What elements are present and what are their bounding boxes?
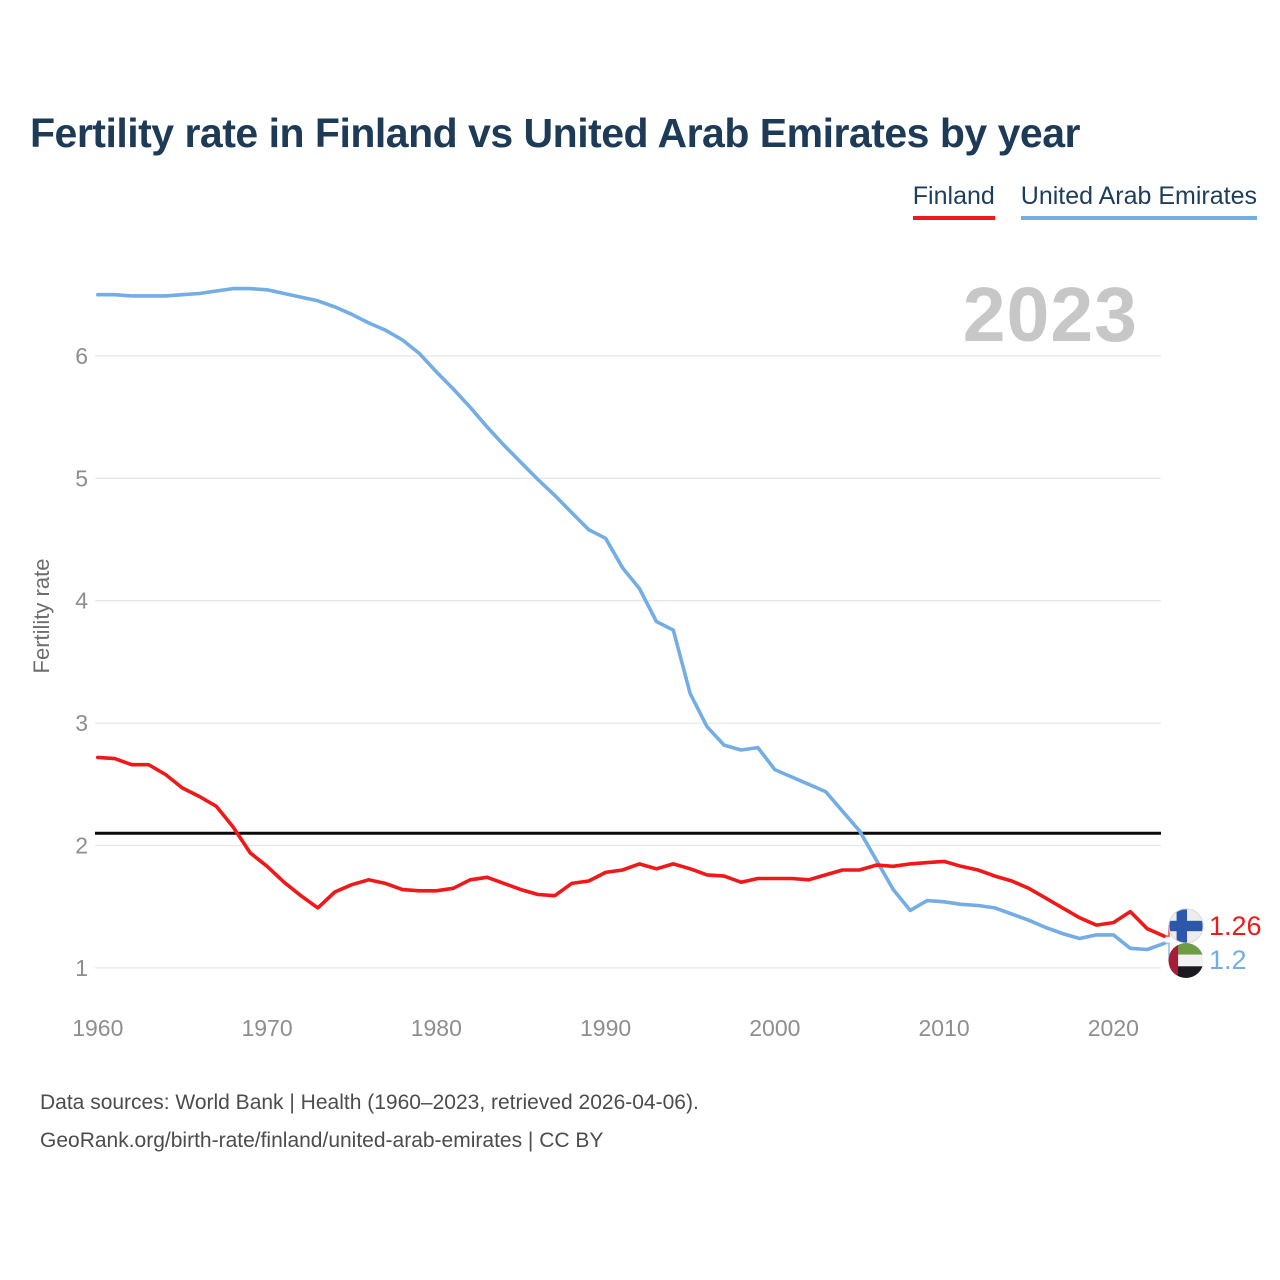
finland-flag-icon (1168, 908, 1204, 944)
attribution-line: GeoRank.org/birth-rate/finland/united-ar… (40, 1129, 604, 1152)
y-tick-label: 2 (75, 833, 88, 859)
data-source-note: Data sources: World Bank | Health (1960–… (40, 1084, 699, 1160)
end-value-uae: 1.2 (1209, 945, 1247, 975)
x-tick-label: 1990 (580, 1015, 631, 1041)
y-tick-label: 6 (75, 343, 88, 369)
x-tick-label: 2020 (1088, 1015, 1139, 1041)
y-tick-label: 1 (75, 955, 88, 981)
x-tick-label: 2010 (919, 1015, 970, 1041)
legend-item-uae[interactable]: United Arab Emirates (1020, 182, 1257, 220)
y-tick-label: 5 (75, 465, 88, 491)
y-tick-label: 3 (75, 710, 88, 736)
x-tick-label: 1960 (72, 1015, 123, 1041)
chart-title: Fertility rate in Finland vs United Arab… (30, 110, 1080, 156)
x-tick-label: 1980 (411, 1015, 462, 1041)
legend: Finland United Arab Emirates (912, 182, 1257, 220)
year-watermark: 2023 (962, 272, 1138, 358)
legend-item-finland[interactable]: Finland (912, 182, 995, 220)
uae-flag-icon (1168, 943, 1204, 978)
end-value-finland: 1.26 (1209, 911, 1262, 941)
source-line: Data sources: World Bank | Health (1960–… (40, 1091, 699, 1114)
x-tick-label: 1970 (241, 1015, 292, 1041)
y-tick-label: 4 (75, 588, 88, 614)
series-line-finland (96, 755, 1166, 938)
x-tick-label: 2000 (749, 1015, 800, 1041)
series-line-united-arab-emirates (96, 286, 1166, 952)
